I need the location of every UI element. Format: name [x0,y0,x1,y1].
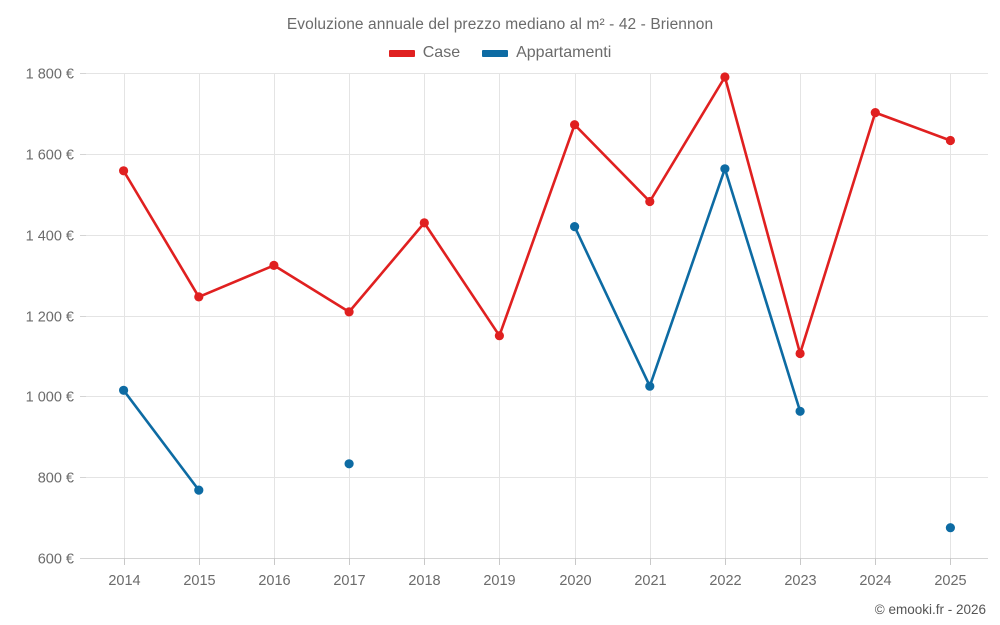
series-case: 2014: 1558 € 2015: 1246 € 2016: 1324 € 2017… [119,72,956,359]
data-point[interactable]: 2022: 1790 € [720,72,730,82]
data-point[interactable]: 2015: 768 € [194,485,204,495]
legend-item-appartamenti[interactable]: Appartamenti [482,44,611,62]
y-tick-label: 1 000 € [26,390,74,406]
data-point[interactable]: 2024: 1702 € [870,108,880,118]
legend-label-case: Case [422,44,461,61]
legend-swatch-appartamenti [482,49,509,57]
legend-item-case[interactable]: Case [388,44,461,62]
data-series: 2014: 1558 € 2015: 1246 € 2016: 1324 € 2017… [119,72,956,533]
data-point[interactable]: 2025: 1633 € [945,135,956,146]
y-tick-label: 800 € [38,471,74,487]
x-tick-label: 2019 [483,573,515,589]
y-tick-label: 1 200 € [26,310,74,326]
y-tick-label: 600 € [38,552,74,568]
data-point[interactable]: 2015: 1246 € [194,292,204,302]
data-point[interactable]: 2019: 1150 € [494,331,504,341]
credit-text: © emooki.fr - 2026 [874,602,986,617]
x-tick-label: 2024 [859,573,891,589]
x-tick-label: 2020 [559,573,591,589]
data-point[interactable]: 2014: 1015 € [119,385,129,395]
data-point[interactable]: 2017: 833 € [344,459,354,469]
series-appartamenti: 2014: 1015 € 2015: 768 € 2017: 833 € 2020: … [119,164,956,533]
x-tick-label: 2016 [258,573,290,589]
x-tick-label: 2018 [408,573,440,589]
data-point[interactable]: 2021: 1025 € [645,381,655,391]
y-tick-label: 1 600 € [26,148,74,164]
x-tick-label: 2021 [634,573,666,589]
chart-title: Evoluzione annuale del prezzo mediano al… [286,16,714,33]
x-tick-label: 2023 [784,573,816,589]
y-axis-labels: 600 € 800 € 1 000 € 1 200 € 1 400 € 1 600 € 1 … [26,67,74,568]
legend-swatch-case [388,49,415,57]
data-point[interactable]: 2016: 1324 € [269,260,279,270]
x-tick-label: 2015 [183,573,215,589]
data-point[interactable]: 2023: 1106 € [795,348,805,359]
data-point[interactable]: 2020: 1672 € [570,120,580,130]
data-point[interactable]: 2025: 675 € [945,523,956,533]
x-tick-label: 2017 [333,573,365,589]
data-point[interactable]: 2022: 1563 € [720,164,730,174]
data-point[interactable]: 2021: 1482 € [645,196,655,207]
data-point[interactable]: 2014: 1558 € [119,166,129,176]
y-tick-label: 1 400 € [26,229,74,245]
chart-legend: Case Appartamenti [0,44,1000,62]
data-point[interactable]: 2018: 1429 € [419,218,429,228]
data-point[interactable]: 2017: 1209 € [344,307,354,317]
grid-lines [80,73,988,565]
x-tick-label: 2025 [934,573,966,589]
data-point[interactable]: 2023: 963 € [795,406,805,416]
y-tick-label: 1 800 € [26,67,74,83]
x-tick-label: 2014 [108,573,140,589]
x-axis-labels: 2014 2015 2016 2017 2018 2019 2020 2021 2022 2023… [108,573,966,589]
legend-label-appartamenti: Appartamenti [516,44,612,61]
x-tick-label: 2022 [709,573,741,589]
